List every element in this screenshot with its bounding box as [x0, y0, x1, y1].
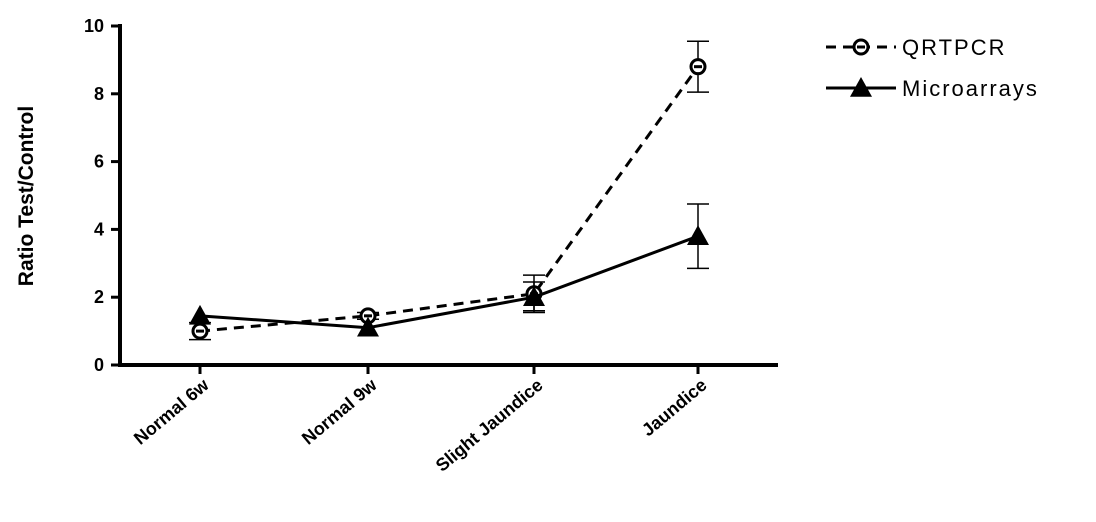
x-tick-label: Normal 6w	[130, 374, 213, 448]
series-microarrays	[189, 203, 709, 337]
x-tick-label: Normal 9w	[298, 374, 381, 448]
x-tick-label: Jaundice	[638, 375, 711, 440]
legend-item-microarrays: Microarrays	[826, 76, 1039, 101]
y-axis-title: Ratio Test/Control	[15, 106, 38, 286]
legend: QRTPCR Microarrays	[826, 35, 1039, 101]
data-point	[687, 225, 709, 245]
series-qrtpcr	[189, 40, 709, 341]
data-point	[357, 316, 379, 337]
plot-area	[189, 40, 709, 341]
legend-marker	[852, 38, 870, 56]
legend-label: QRTPCR	[902, 35, 1007, 60]
data-point	[523, 286, 545, 306]
x-tick-label: Slight Jaundice	[432, 375, 547, 476]
legend-item-qrtpcr: QRTPCR	[826, 35, 1007, 60]
legend-marker	[850, 77, 872, 97]
series-line	[199, 234, 699, 330]
y-tick-label: 6	[94, 152, 104, 172]
series-line	[199, 65, 700, 333]
y-tick-label: 10	[84, 16, 104, 36]
y-tick-label: 2	[94, 287, 104, 307]
data-point	[359, 307, 377, 325]
data-point	[689, 58, 707, 76]
data-point	[191, 322, 209, 340]
legend-label: Microarrays	[902, 76, 1039, 101]
y-tick-label: 0	[94, 355, 104, 375]
data-point	[189, 304, 211, 325]
y-tick-label: 4	[94, 219, 104, 239]
y-tick-label: 8	[94, 84, 104, 104]
